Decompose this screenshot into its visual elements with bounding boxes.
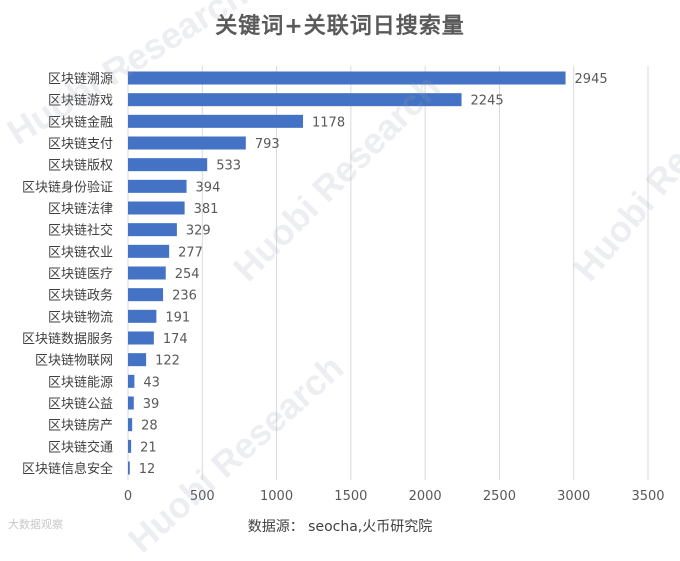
source-note: 数据源： seocha,火币研究院 bbox=[247, 519, 433, 535]
category-label: 区块链游戏 bbox=[48, 94, 113, 109]
value-label: 2945 bbox=[575, 72, 608, 87]
x-tick-label: 0 bbox=[124, 489, 132, 504]
value-label: 2245 bbox=[471, 94, 504, 109]
bar bbox=[128, 71, 566, 85]
value-label: 329 bbox=[186, 224, 211, 239]
value-label: 793 bbox=[255, 137, 280, 152]
x-tick-label: 3500 bbox=[631, 489, 664, 504]
value-label: 43 bbox=[143, 375, 160, 390]
category-label: 区块链物流 bbox=[48, 310, 113, 325]
value-label: 533 bbox=[216, 159, 241, 174]
x-tick-label: 1000 bbox=[260, 489, 293, 504]
bar bbox=[128, 353, 147, 367]
bar bbox=[128, 418, 133, 432]
value-label: 236 bbox=[172, 289, 197, 304]
category-label: 区块链信息安全 bbox=[22, 461, 113, 477]
bar bbox=[128, 396, 134, 410]
bar bbox=[128, 93, 462, 107]
x-tick-label: 2000 bbox=[409, 489, 442, 504]
category-label: 区块链交通 bbox=[48, 439, 113, 455]
x-tick-label: 500 bbox=[190, 489, 215, 504]
category-label: 区块链能源 bbox=[48, 375, 113, 390]
x-tick-label: 1500 bbox=[334, 489, 367, 504]
x-tick-label: 2500 bbox=[483, 489, 516, 504]
value-label: 394 bbox=[196, 180, 221, 195]
value-label: 12 bbox=[139, 462, 156, 477]
value-label: 381 bbox=[194, 202, 219, 217]
value-label: 39 bbox=[143, 397, 160, 412]
category-label: 区块链农业 bbox=[48, 245, 113, 260]
category-label: 区块链医疗 bbox=[48, 267, 113, 282]
bar bbox=[128, 223, 177, 237]
bar bbox=[128, 461, 130, 475]
x-tick-label: 3000 bbox=[557, 489, 590, 504]
value-label: 254 bbox=[175, 267, 200, 282]
value-label: 174 bbox=[163, 332, 188, 347]
value-label: 28 bbox=[141, 419, 158, 434]
bar bbox=[128, 309, 157, 323]
category-label: 区块链金融 bbox=[48, 114, 113, 130]
category-label: 区块链法律 bbox=[48, 202, 113, 217]
category-label: 区块链溯源 bbox=[48, 71, 113, 87]
bar bbox=[128, 114, 304, 128]
category-label: 区块链房产 bbox=[48, 418, 113, 434]
category-label: 区块链政务 bbox=[48, 288, 113, 304]
category-label: 区块链支付 bbox=[48, 137, 113, 152]
value-label: 122 bbox=[155, 354, 180, 369]
category-label: 区块链数据服务 bbox=[22, 331, 113, 347]
value-label: 21 bbox=[140, 440, 157, 455]
bar bbox=[128, 374, 135, 388]
bar bbox=[128, 266, 166, 280]
bar bbox=[128, 331, 154, 345]
value-label: 1178 bbox=[312, 115, 345, 130]
category-label: 区块链社交 bbox=[48, 223, 113, 239]
bar bbox=[128, 244, 170, 258]
bar bbox=[128, 439, 132, 453]
bar bbox=[128, 288, 164, 302]
category-label: 区块链公益 bbox=[48, 397, 113, 412]
corner-mark: 大数据观察 bbox=[8, 518, 63, 531]
bar bbox=[128, 201, 185, 215]
bar-chart: 0 500 1000 1500 2000 2500 3000 3500 区块链溯源 2945 区块链… bbox=[22, 66, 665, 504]
category-label: 区块链物联网 bbox=[35, 354, 113, 369]
value-label: 191 bbox=[165, 310, 190, 325]
bar bbox=[128, 158, 208, 172]
chart-title: 关键词+关联词日搜索量 bbox=[215, 14, 465, 39]
bar bbox=[128, 136, 246, 150]
category-label: 区块链身份验证 bbox=[22, 179, 113, 195]
value-label: 277 bbox=[178, 245, 203, 260]
bar bbox=[128, 179, 187, 193]
category-label: 区块链版权 bbox=[48, 158, 113, 174]
